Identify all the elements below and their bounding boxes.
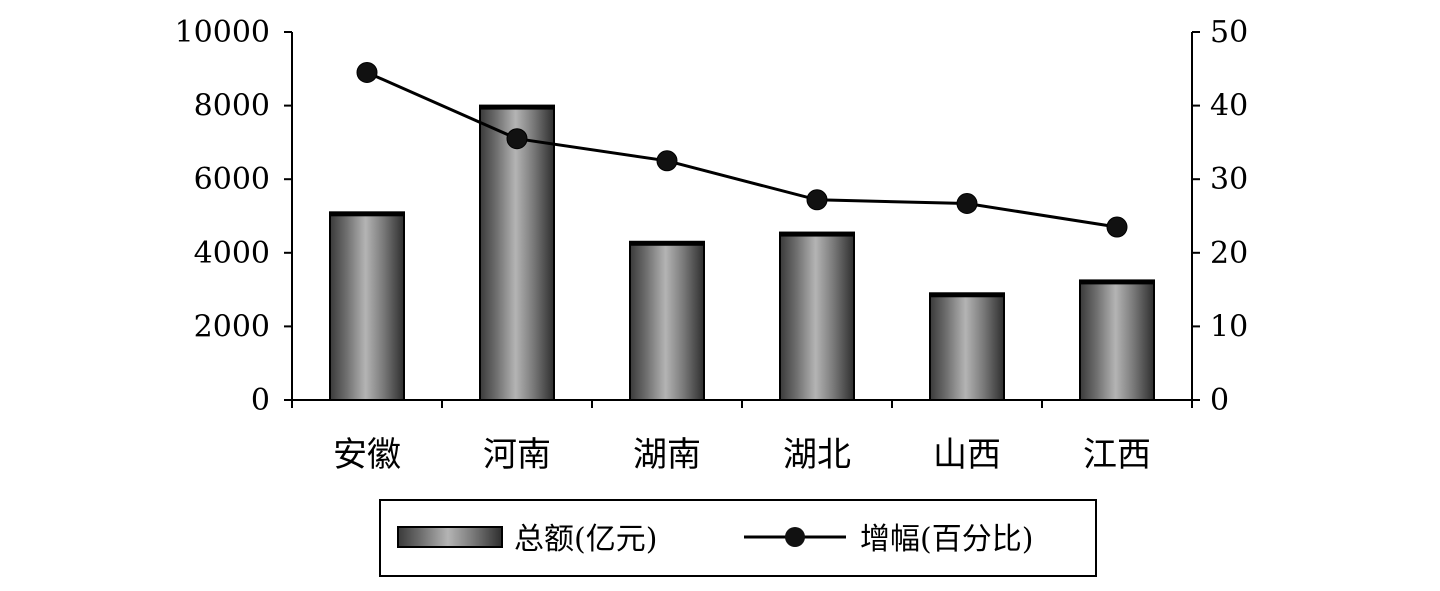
category-label: 山西 bbox=[933, 435, 1001, 475]
line-path bbox=[366, 71, 1118, 229]
legend: 总额(亿元) 增幅(百分比) bbox=[379, 499, 1097, 577]
line-point-1 bbox=[356, 61, 378, 83]
line-series bbox=[356, 61, 1128, 238]
bar-top-edge bbox=[630, 241, 704, 246]
left-tick-label: 2000 bbox=[194, 309, 270, 344]
category-label: 湖南 bbox=[633, 435, 701, 475]
right-tick-label: 40 bbox=[1210, 89, 1248, 124]
category-label: 安徽 bbox=[333, 435, 401, 475]
line-point-3 bbox=[656, 150, 678, 172]
bar-3 bbox=[629, 240, 705, 401]
right-tick-label: 50 bbox=[1210, 15, 1248, 50]
bar-2 bbox=[479, 104, 555, 401]
line-point-4 bbox=[806, 189, 828, 211]
bar-5 bbox=[929, 292, 1005, 401]
left-tick-label: 0 bbox=[251, 383, 270, 418]
line-point-5 bbox=[956, 192, 978, 214]
bar-4 bbox=[779, 231, 855, 401]
bar-6 bbox=[1079, 279, 1155, 401]
category-label: 湖北 bbox=[783, 435, 851, 475]
bar-top-edge bbox=[480, 105, 554, 110]
left-tick-label: 8000 bbox=[194, 89, 270, 124]
line-point-6 bbox=[1106, 216, 1128, 238]
legend-line-label: 增幅(百分比) bbox=[860, 522, 1033, 557]
right-tick-label: 30 bbox=[1210, 162, 1248, 197]
axes: 0 2000 4000 6000 8000 10000 0 10 20 30 40 50 安徽 河南 湖南 湖… bbox=[175, 15, 1249, 475]
right-tick-label: 0 bbox=[1210, 383, 1229, 418]
bar-top-edge bbox=[1080, 280, 1154, 285]
legend-bar-swatch bbox=[397, 526, 503, 548]
category-label: 河南 bbox=[483, 435, 551, 475]
left-tick-label: 6000 bbox=[194, 162, 270, 197]
category-label: 江西 bbox=[1083, 435, 1151, 475]
legend-line-marker bbox=[785, 527, 805, 547]
left-tick-label: 10000 bbox=[175, 15, 270, 50]
bar-top-edge bbox=[780, 232, 854, 237]
right-tick-label: 10 bbox=[1210, 309, 1248, 344]
line-point-2 bbox=[506, 128, 528, 150]
right-tick-label: 20 bbox=[1210, 236, 1248, 271]
bar-top-edge bbox=[330, 212, 404, 217]
bar-top-edge bbox=[930, 293, 1004, 298]
legend-bar-label: 总额(亿元) bbox=[514, 522, 657, 557]
bar-series bbox=[329, 104, 1155, 401]
bar-1 bbox=[329, 211, 405, 401]
left-tick-label: 4000 bbox=[194, 236, 270, 271]
